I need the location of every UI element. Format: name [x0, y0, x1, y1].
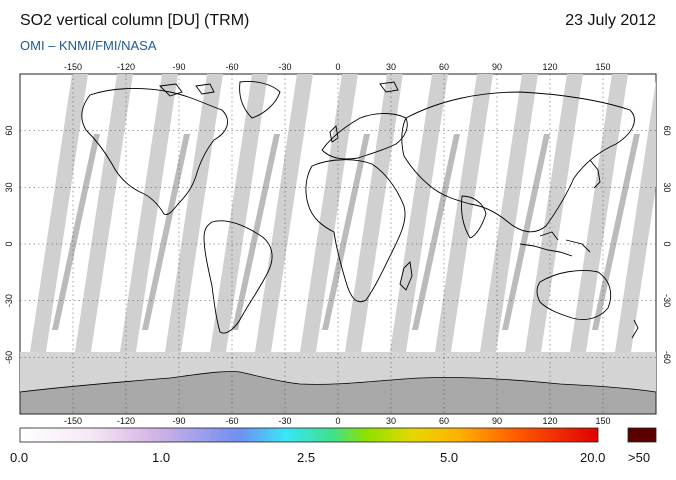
- longitude-labels-bottom: -150 -120 -90 -60 -30 0 30 60 90 120 150: [64, 416, 611, 426]
- latitude-labels-right: 60 30 0 -30 -60: [662, 126, 672, 364]
- colorbar-overflow-box: [627, 427, 657, 443]
- greenland: [239, 81, 281, 119]
- longitude-tick-label: -90: [172, 62, 185, 72]
- swath-gap-band: [120, 74, 178, 352]
- latitude-tick-label: 30: [4, 182, 14, 192]
- row-anomaly-stripe: [232, 134, 280, 330]
- coastlines: [81, 81, 639, 339]
- colorbar-label-3: 5.0: [440, 450, 459, 465]
- row-anomaly-stripe: [52, 134, 100, 330]
- row-anomaly-stripe: [142, 134, 190, 330]
- australia: [536, 270, 612, 320]
- longitude-tick-label: -90: [172, 416, 185, 426]
- longitude-tick-label: 150: [595, 416, 610, 426]
- longitude-tick-label: -120: [117, 416, 135, 426]
- africa: [305, 159, 406, 303]
- longitude-tick-label: 120: [542, 416, 557, 426]
- longitude-tick-label: 0: [335, 416, 340, 426]
- longitude-tick-label: 60: [439, 416, 449, 426]
- latitude-tick-label: 60: [4, 126, 14, 136]
- longitude-tick-label: -150: [64, 416, 82, 426]
- colorbar-label-1: 1.0: [152, 450, 171, 465]
- indian-subcontinent: [461, 195, 487, 239]
- row-anomaly-stripe: [322, 134, 370, 330]
- swath-gaps: [30, 74, 676, 352]
- longitude-tick-label: -60: [225, 416, 238, 426]
- figure-date: 23 July 2012: [565, 12, 656, 29]
- latitude-tick-label: 30: [662, 182, 672, 192]
- latitude-tick-label: 0: [662, 241, 672, 246]
- colorbar-label-4: 20.0: [580, 450, 606, 465]
- colorbar-label-2: 2.5: [297, 450, 316, 465]
- asia: [401, 91, 635, 233]
- latitude-tick-label: 0: [4, 241, 14, 246]
- latitude-labels-left: 60 30 0 -30 -60: [4, 126, 14, 364]
- latitude-tick-label: -60: [662, 351, 672, 364]
- longitude-labels-top: -150 -120 -90 -60 -30 0 30 60 90 120 150: [64, 62, 611, 72]
- swath-gap-band: [435, 74, 493, 352]
- longitude-tick-label: 90: [492, 62, 502, 72]
- longitude-tick-label: -30: [278, 416, 291, 426]
- latitude-tick-label: -30: [662, 294, 672, 307]
- latitude-tick-label: -30: [4, 294, 14, 307]
- longitude-tick-label: 0: [335, 62, 340, 72]
- longitude-tick-label: -60: [225, 62, 238, 72]
- latitude-tick-label: -60: [4, 351, 14, 364]
- colorbar-overflow-label: >50: [628, 450, 651, 465]
- north-america: [81, 87, 229, 215]
- madagascar: [399, 261, 413, 291]
- swath-gap-band: [30, 74, 88, 352]
- swath-gap-band: [345, 74, 403, 352]
- swath-gap-band: [165, 74, 223, 352]
- longitude-tick-label: -150: [64, 62, 82, 72]
- swath-gap-band: [390, 74, 448, 352]
- longitude-tick-label: -120: [117, 62, 135, 72]
- longitude-tick-label: 60: [439, 62, 449, 72]
- figure-credit: OMI – KNMI/FMI/NASA: [20, 38, 157, 53]
- map-layers: [20, 74, 676, 414]
- latitude-tick-label: 60: [662, 126, 672, 136]
- row-anomaly-stripe: [592, 134, 640, 330]
- longitude-tick-label: -30: [278, 62, 291, 72]
- europe: [321, 113, 408, 160]
- japan: [589, 159, 601, 189]
- swath-gap-band: [615, 80, 656, 352]
- figure-title: SO2 vertical column [DU] (TRM): [20, 12, 250, 29]
- swath-gap-band: [570, 74, 628, 352]
- new-zealand: [631, 319, 639, 339]
- swath-gap-band: [480, 74, 538, 352]
- swath-gap-band: [210, 74, 268, 352]
- swath-gap-band: [300, 74, 358, 352]
- arctic-islands: [159, 81, 399, 97]
- longitude-tick-label: 30: [386, 416, 396, 426]
- longitude-tick-label: 120: [542, 62, 557, 72]
- south-america: [203, 220, 273, 334]
- row-anomaly-stripe: [412, 134, 460, 330]
- row-anomaly-stripe: [502, 134, 550, 330]
- longitude-tick-label: 30: [386, 62, 396, 72]
- swath-gap-band: [255, 74, 313, 352]
- longitude-tick-label: 90: [492, 416, 502, 426]
- colorbar: [19, 427, 599, 443]
- swath-gap-band: [660, 74, 676, 352]
- maritime-southeast-asia: [519, 231, 591, 257]
- swath-gap-band: [75, 74, 133, 352]
- colorbar-label-0: 0.0: [10, 450, 29, 465]
- longitude-tick-label: 150: [595, 62, 610, 72]
